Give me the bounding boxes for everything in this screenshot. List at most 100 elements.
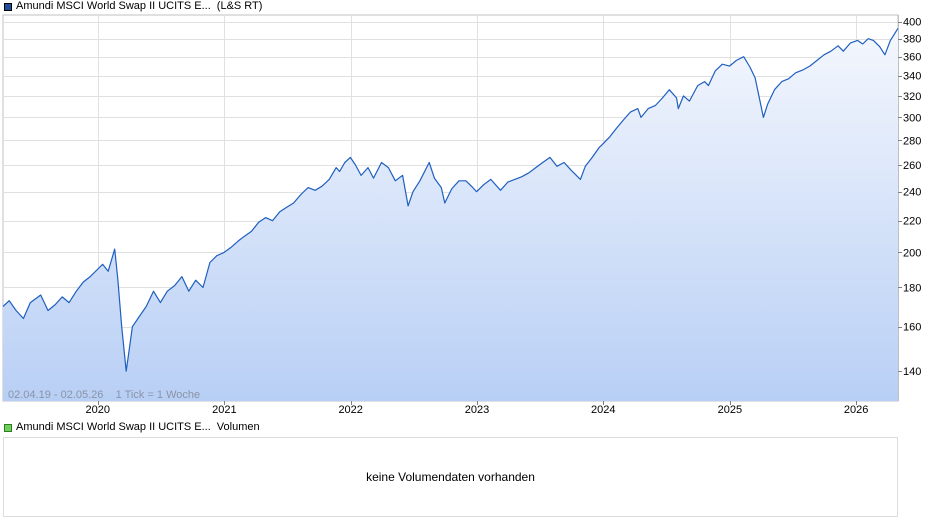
price-point [580, 179, 581, 180]
price-point [181, 276, 182, 277]
price-point [507, 182, 508, 183]
price-point [160, 302, 161, 303]
price-point [224, 252, 225, 253]
price-point [2, 306, 3, 307]
price-point [697, 85, 698, 86]
price-point [361, 175, 362, 176]
price-point [640, 117, 641, 118]
price-point [9, 300, 10, 301]
price-point [599, 147, 600, 148]
price-point [373, 178, 374, 179]
volume-legend: Amundi MSCI World Swap II UCITS E... Vol… [4, 421, 260, 434]
price-point [329, 179, 330, 180]
price-point [843, 51, 844, 52]
price-point [838, 45, 839, 46]
price-point [602, 143, 603, 144]
price-point [678, 108, 679, 109]
price-point [500, 190, 501, 191]
price-point [146, 306, 147, 307]
price-point [476, 191, 477, 192]
price-point [528, 172, 529, 173]
y-tick-label: 280 [903, 135, 921, 147]
price-point [108, 271, 109, 272]
price-point [308, 187, 309, 188]
price-point [315, 190, 316, 191]
y-tick-label: 140 [903, 366, 921, 378]
price-point [662, 97, 663, 98]
price-point [722, 64, 723, 65]
price-point [483, 184, 484, 185]
price-point [69, 302, 70, 303]
price-point [781, 81, 782, 82]
price-legend-swatch [4, 2, 12, 11]
price-point [441, 187, 442, 188]
price-point [30, 302, 31, 303]
price-point [102, 264, 103, 265]
price-point [774, 89, 775, 90]
price-point [174, 285, 175, 286]
price-point [139, 316, 140, 317]
price-point [132, 326, 133, 327]
price-point [564, 162, 565, 163]
price-point [736, 60, 737, 61]
price-point [648, 108, 649, 109]
price-point [395, 180, 396, 181]
price-point [535, 167, 536, 168]
price-point [556, 166, 557, 167]
price-line [2, 27, 899, 372]
price-point [669, 89, 670, 90]
price-point [451, 188, 452, 189]
price-point [729, 66, 730, 67]
x-tick-label: 2020 [86, 404, 110, 416]
x-tick-label: 2021 [212, 404, 236, 416]
price-point [279, 211, 280, 212]
price-point [795, 72, 796, 73]
price-point [609, 136, 610, 137]
price-point [444, 202, 445, 203]
price-point [230, 247, 231, 248]
y-tick-label: 340 [903, 71, 921, 83]
price-point [388, 167, 389, 168]
price-point [216, 255, 217, 256]
price-point [802, 69, 803, 70]
price-point [549, 157, 550, 158]
price-point [683, 95, 684, 96]
volume-panel: keine Volumendaten vorhanden [3, 437, 898, 517]
price-point [429, 162, 430, 163]
no-volume-message: keine Volumendaten vorhanden [366, 470, 535, 484]
price-chart: 140 160 180 200 220 240 260 280 300 320 340 360 380 4… [2, 14, 921, 416]
y-tick-label: 220 [903, 216, 921, 228]
price-point [167, 291, 168, 292]
price-legend-source: (L&S RT) [216, 0, 263, 12]
price-point [339, 171, 340, 172]
price-point [490, 179, 491, 180]
price-point [458, 180, 459, 181]
price-point [188, 291, 189, 292]
price-point [655, 105, 656, 106]
price-point [402, 175, 403, 176]
price-point [47, 310, 48, 311]
y-tick-label: 360 [903, 52, 921, 64]
price-point [592, 157, 593, 158]
price-point [850, 43, 851, 44]
y-tick-label: 320 [903, 91, 921, 103]
price-point [884, 54, 885, 55]
y-tick-label: 300 [903, 112, 921, 124]
price-point [715, 70, 716, 71]
price-point [381, 162, 382, 163]
price-point [676, 97, 677, 98]
price-point [873, 40, 874, 41]
price-point [637, 108, 638, 109]
price-point [788, 78, 789, 79]
price-point [823, 54, 824, 55]
price-point [40, 294, 41, 295]
price-point [623, 119, 624, 120]
x-tick-label: 2023 [465, 404, 489, 416]
price-point [244, 236, 245, 237]
price-point [55, 304, 56, 305]
price-point [153, 291, 154, 292]
price-legend: Amundi MSCI World Swap II UCITS E... (L&… [4, 0, 262, 13]
price-point [121, 326, 122, 327]
x-tick-label: 2026 [844, 404, 868, 416]
price-point [890, 40, 891, 41]
